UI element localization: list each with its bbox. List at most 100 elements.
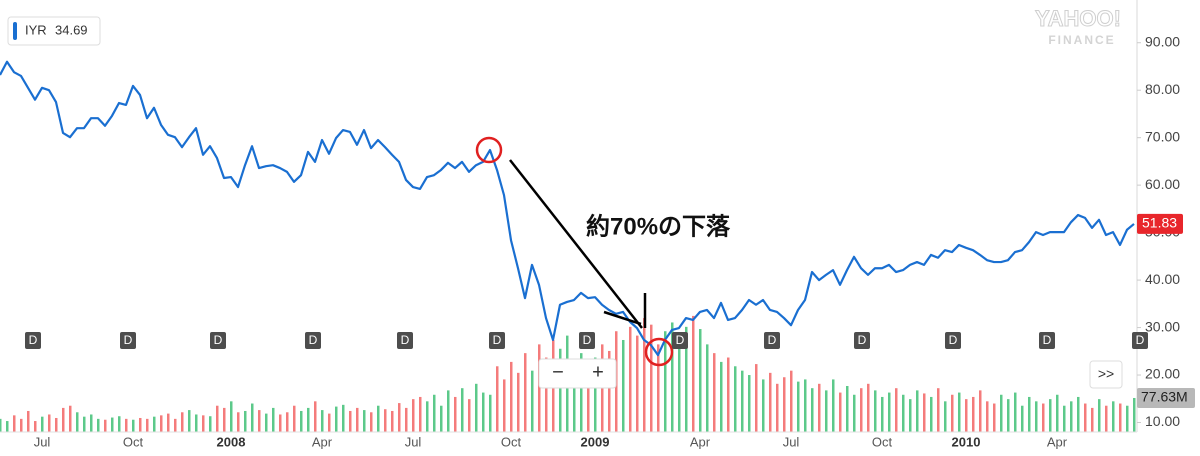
dividend-marker: D [579,332,595,349]
volume-bar [279,414,282,432]
volume-bar [139,417,142,432]
annotation: 約70%の下落 [475,136,731,367]
dividend-box [1039,332,1055,349]
volume-bar [41,416,44,432]
volume-bar [118,416,121,432]
volume-bar [300,410,303,432]
volume-bar [293,405,296,432]
zoom-in[interactable]: + [592,361,604,383]
x-tick-label: Oct [123,434,144,449]
dividend-marker: D [764,332,780,349]
volume-bar [146,418,149,432]
volume-bar [853,394,856,432]
dividend-box [945,332,961,349]
volume-bar [454,396,457,432]
volume-bar [153,416,156,432]
volume-bar [783,377,786,432]
volume-bar [181,412,184,432]
volume-bar [76,412,79,432]
volume-bar [860,388,863,432]
y-tick-label: 30.00 [1145,318,1180,334]
legend-name: IYR [25,22,47,37]
volume-bar [587,366,590,432]
volume-bar [1077,396,1080,432]
dividend-label: D [124,333,133,347]
y-tick-label: 40.00 [1145,271,1180,287]
volume-bar [188,410,191,432]
volume-bar [804,379,807,432]
dividend-label: D [401,333,410,347]
x-tick-label: Oct [501,434,522,449]
volume-bar [643,318,646,432]
dividend-label: D [949,333,958,347]
volume-bar [559,348,562,432]
volume-bar [90,414,93,432]
volume-bar [230,401,233,432]
volume-bar [1000,394,1003,432]
dividend-marker: D [120,332,136,349]
volume-bar [825,390,828,432]
volume-bar [839,392,842,432]
volume-bar [272,407,275,432]
volume-bar [972,396,975,432]
volume-bar [20,418,23,432]
volume-bar [1028,396,1031,432]
trough-circle [644,337,674,367]
volume-bar [237,412,240,432]
volume-bar [755,364,758,432]
logo-brand: YAHOO! [1035,6,1121,31]
volume-layer [0,315,1136,432]
volume-bar [307,407,310,432]
arrow-line [509,159,643,329]
dividend-label: D [768,333,777,347]
volume-bar [27,410,30,432]
volume-bar [104,419,107,432]
volume-bar [1070,401,1073,432]
zoom-out[interactable]: − [552,361,564,383]
x-tick-label: 2008 [217,434,246,449]
volume-bar [125,418,128,432]
more-button[interactable]: >> [1098,366,1114,382]
volume-bar [650,324,653,432]
volume-bar [1112,401,1115,432]
dividend-box [305,332,321,349]
dividend-label: D [29,333,38,347]
volume-bar [55,417,58,432]
volume-bar [685,326,688,432]
y-tick-label: 90.00 [1145,33,1180,49]
logo-product: FINANCE [1048,33,1115,47]
volume-bar [797,381,800,432]
volume-bar [314,401,317,432]
volume-bar [636,335,639,432]
x-tick-label: 2009 [581,434,610,449]
volume-bar [867,383,870,432]
volume-bar [727,357,730,432]
dividend-label: D [858,333,867,347]
volume-bar [881,396,884,432]
volume-bar [475,383,478,432]
volume-bar [762,379,765,432]
last-price-box [1137,213,1183,234]
volume-bar [251,403,254,432]
dividend-marker: D [210,332,226,349]
dividend-marker: D [945,332,961,349]
dividend-label: D [309,333,318,347]
volume-bar [1119,403,1122,432]
volume-bar [62,407,65,432]
volume-bar [657,344,660,432]
x-tick-label: Apr [1047,434,1068,449]
dividend-label: D [493,333,502,347]
volume-bar [321,410,324,432]
volume-bar [671,322,674,432]
volume-bar [832,379,835,432]
x-tick-label: Jul [405,434,422,449]
zoom-box [538,358,617,389]
x-tick-label: Jul [783,434,800,449]
volume-bar [734,366,737,432]
volume-bar [958,392,961,432]
dividend-label: D [676,333,685,347]
volume-bar [363,410,366,432]
dividend-label: D [583,333,592,347]
volume-bar [1091,407,1094,432]
